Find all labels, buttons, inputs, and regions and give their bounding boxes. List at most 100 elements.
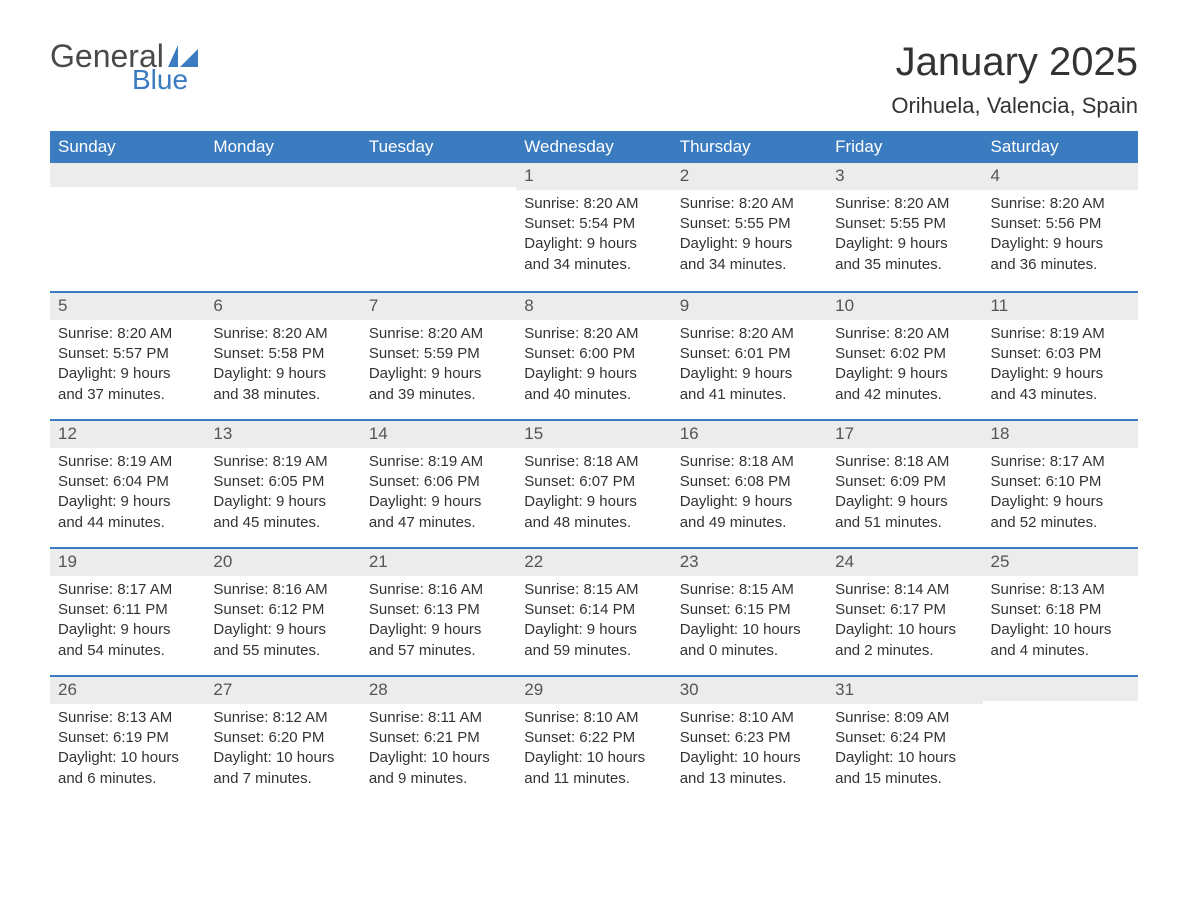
sunset-line: Sunset: 6:14 PM (524, 600, 663, 620)
calendar-day: 25Sunrise: 8:13 AMSunset: 6:18 PMDayligh… (983, 549, 1138, 675)
daylight-line: Daylight: 10 hours and 0 minutes. (680, 620, 819, 661)
sunrise-line: Sunrise: 8:19 AM (213, 452, 352, 472)
weekday-header: Saturday (983, 131, 1138, 163)
daylight-line: Daylight: 10 hours and 15 minutes. (835, 748, 974, 789)
weekday-header-row: SundayMondayTuesdayWednesdayThursdayFrid… (50, 131, 1138, 163)
weekday-header: Tuesday (361, 131, 516, 163)
day-data: Sunrise: 8:18 AMSunset: 6:09 PMDaylight:… (827, 448, 982, 543)
calendar-day: 6Sunrise: 8:20 AMSunset: 5:58 PMDaylight… (205, 293, 360, 419)
weekday-header: Thursday (672, 131, 827, 163)
day-data: Sunrise: 8:20 AMSunset: 6:00 PMDaylight:… (516, 320, 671, 415)
calendar-day: 26Sunrise: 8:13 AMSunset: 6:19 PMDayligh… (50, 677, 205, 803)
day-data: Sunrise: 8:17 AMSunset: 6:10 PMDaylight:… (983, 448, 1138, 543)
day-number: 24 (827, 549, 982, 576)
sunrise-line: Sunrise: 8:20 AM (680, 324, 819, 344)
sunrise-line: Sunrise: 8:19 AM (369, 452, 508, 472)
sunrise-line: Sunrise: 8:20 AM (835, 324, 974, 344)
day-data: Sunrise: 8:09 AMSunset: 6:24 PMDaylight:… (827, 704, 982, 799)
sunrise-line: Sunrise: 8:12 AM (213, 708, 352, 728)
daylight-line: Daylight: 9 hours and 34 minutes. (524, 234, 663, 275)
sunrise-line: Sunrise: 8:11 AM (369, 708, 508, 728)
daylight-line: Daylight: 10 hours and 4 minutes. (991, 620, 1130, 661)
sunset-line: Sunset: 6:04 PM (58, 472, 197, 492)
calendar-day (50, 163, 205, 291)
sunset-line: Sunset: 5:56 PM (991, 214, 1130, 234)
day-data: Sunrise: 8:20 AMSunset: 6:01 PMDaylight:… (672, 320, 827, 415)
daylight-line: Daylight: 9 hours and 49 minutes. (680, 492, 819, 533)
day-data: Sunrise: 8:20 AMSunset: 5:58 PMDaylight:… (205, 320, 360, 415)
day-number: 3 (827, 163, 982, 190)
day-number (50, 163, 205, 187)
day-data: Sunrise: 8:10 AMSunset: 6:23 PMDaylight:… (672, 704, 827, 799)
calendar-day: 10Sunrise: 8:20 AMSunset: 6:02 PMDayligh… (827, 293, 982, 419)
calendar-day: 1Sunrise: 8:20 AMSunset: 5:54 PMDaylight… (516, 163, 671, 291)
daylight-line: Daylight: 9 hours and 42 minutes. (835, 364, 974, 405)
calendar-day: 3Sunrise: 8:20 AMSunset: 5:55 PMDaylight… (827, 163, 982, 291)
sunset-line: Sunset: 6:22 PM (524, 728, 663, 748)
sunset-line: Sunset: 6:15 PM (680, 600, 819, 620)
day-data: Sunrise: 8:17 AMSunset: 6:11 PMDaylight:… (50, 576, 205, 671)
sunset-line: Sunset: 6:01 PM (680, 344, 819, 364)
header: General Blue January 2025 Orihuela, Vale… (50, 40, 1138, 119)
calendar-day: 30Sunrise: 8:10 AMSunset: 6:23 PMDayligh… (672, 677, 827, 803)
daylight-line: Daylight: 10 hours and 6 minutes. (58, 748, 197, 789)
sunrise-line: Sunrise: 8:17 AM (991, 452, 1130, 472)
day-number: 31 (827, 677, 982, 704)
daylight-line: Daylight: 9 hours and 45 minutes. (213, 492, 352, 533)
day-data: Sunrise: 8:18 AMSunset: 6:07 PMDaylight:… (516, 448, 671, 543)
day-data: Sunrise: 8:20 AMSunset: 5:59 PMDaylight:… (361, 320, 516, 415)
calendar-day: 5Sunrise: 8:20 AMSunset: 5:57 PMDaylight… (50, 293, 205, 419)
calendar: SundayMondayTuesdayWednesdayThursdayFrid… (50, 131, 1138, 803)
daylight-line: Daylight: 9 hours and 59 minutes. (524, 620, 663, 661)
day-data: Sunrise: 8:20 AMSunset: 5:55 PMDaylight:… (827, 190, 982, 285)
daylight-line: Daylight: 9 hours and 38 minutes. (213, 364, 352, 405)
calendar-day: 22Sunrise: 8:15 AMSunset: 6:14 PMDayligh… (516, 549, 671, 675)
daylight-line: Daylight: 9 hours and 39 minutes. (369, 364, 508, 405)
daylight-line: Daylight: 9 hours and 48 minutes. (524, 492, 663, 533)
day-number: 13 (205, 421, 360, 448)
sunrise-line: Sunrise: 8:10 AM (680, 708, 819, 728)
sunrise-line: Sunrise: 8:20 AM (524, 324, 663, 344)
calendar-day: 17Sunrise: 8:18 AMSunset: 6:09 PMDayligh… (827, 421, 982, 547)
sunset-line: Sunset: 6:19 PM (58, 728, 197, 748)
page-title: January 2025 (891, 40, 1138, 85)
weekday-header: Wednesday (516, 131, 671, 163)
calendar-day: 14Sunrise: 8:19 AMSunset: 6:06 PMDayligh… (361, 421, 516, 547)
day-number: 28 (361, 677, 516, 704)
daylight-line: Daylight: 9 hours and 41 minutes. (680, 364, 819, 405)
day-data: Sunrise: 8:16 AMSunset: 6:13 PMDaylight:… (361, 576, 516, 671)
daylight-line: Daylight: 9 hours and 54 minutes. (58, 620, 197, 661)
calendar-day (361, 163, 516, 291)
day-number: 4 (983, 163, 1138, 190)
day-number (205, 163, 360, 187)
calendar-day: 12Sunrise: 8:19 AMSunset: 6:04 PMDayligh… (50, 421, 205, 547)
daylight-line: Daylight: 9 hours and 34 minutes. (680, 234, 819, 275)
sunrise-line: Sunrise: 8:20 AM (369, 324, 508, 344)
calendar-day: 24Sunrise: 8:14 AMSunset: 6:17 PMDayligh… (827, 549, 982, 675)
day-data: Sunrise: 8:16 AMSunset: 6:12 PMDaylight:… (205, 576, 360, 671)
sunset-line: Sunset: 5:54 PM (524, 214, 663, 234)
sunset-line: Sunset: 6:24 PM (835, 728, 974, 748)
weekday-header: Sunday (50, 131, 205, 163)
sunset-line: Sunset: 5:55 PM (680, 214, 819, 234)
day-number (361, 163, 516, 187)
day-number: 25 (983, 549, 1138, 576)
location: Orihuela, Valencia, Spain (891, 93, 1138, 119)
sunrise-line: Sunrise: 8:13 AM (991, 580, 1130, 600)
day-data: Sunrise: 8:15 AMSunset: 6:14 PMDaylight:… (516, 576, 671, 671)
day-data: Sunrise: 8:20 AMSunset: 5:54 PMDaylight:… (516, 190, 671, 285)
day-data: Sunrise: 8:10 AMSunset: 6:22 PMDaylight:… (516, 704, 671, 799)
calendar-week: 5Sunrise: 8:20 AMSunset: 5:57 PMDaylight… (50, 291, 1138, 419)
daylight-line: Daylight: 9 hours and 51 minutes. (835, 492, 974, 533)
day-number: 18 (983, 421, 1138, 448)
logo: General Blue (50, 40, 198, 94)
daylight-line: Daylight: 10 hours and 7 minutes. (213, 748, 352, 789)
sunset-line: Sunset: 5:57 PM (58, 344, 197, 364)
day-data: Sunrise: 8:20 AMSunset: 5:57 PMDaylight:… (50, 320, 205, 415)
calendar-day: 28Sunrise: 8:11 AMSunset: 6:21 PMDayligh… (361, 677, 516, 803)
day-number: 27 (205, 677, 360, 704)
calendar-week: 12Sunrise: 8:19 AMSunset: 6:04 PMDayligh… (50, 419, 1138, 547)
day-number: 6 (205, 293, 360, 320)
sunrise-line: Sunrise: 8:20 AM (991, 194, 1130, 214)
daylight-line: Daylight: 9 hours and 47 minutes. (369, 492, 508, 533)
